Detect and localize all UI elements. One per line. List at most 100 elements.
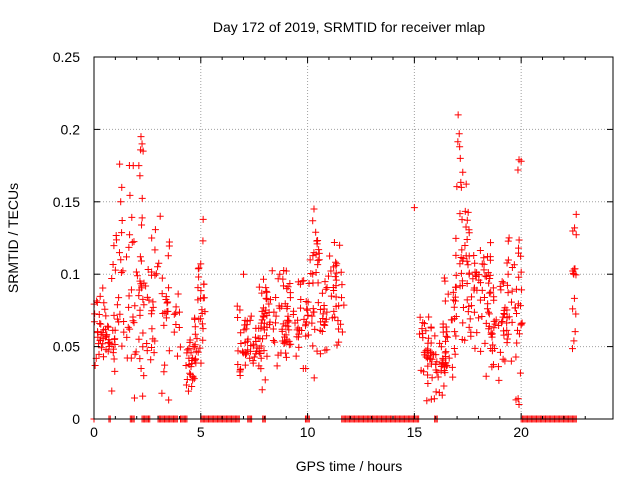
data-point — [438, 360, 446, 368]
data-point — [99, 335, 107, 343]
data-point — [176, 343, 184, 351]
data-point — [128, 213, 136, 221]
data-point — [99, 353, 107, 361]
data-point — [517, 157, 525, 165]
data-point — [194, 284, 202, 292]
data-point — [490, 293, 498, 301]
y-tick-label: 0 — [72, 411, 80, 427]
data-point — [427, 339, 435, 347]
data-point — [516, 369, 524, 377]
data-point — [116, 160, 124, 168]
data-point — [173, 352, 181, 360]
data-point — [442, 323, 450, 331]
data-point — [172, 303, 180, 311]
data-point — [152, 270, 160, 278]
data-point — [139, 147, 147, 155]
data-point — [249, 359, 257, 367]
data-point — [444, 290, 452, 298]
data-point — [424, 362, 432, 370]
data-point — [136, 172, 144, 180]
data-point — [515, 244, 523, 252]
data-point — [337, 268, 345, 276]
data-point — [459, 303, 467, 311]
data-point — [282, 353, 290, 361]
data-point — [262, 284, 270, 292]
data-point — [165, 238, 173, 246]
data-point — [452, 234, 460, 242]
data-point — [485, 279, 493, 287]
data-point — [504, 270, 512, 278]
data-point — [507, 357, 515, 365]
data-point — [333, 341, 341, 349]
data-point — [170, 310, 178, 318]
data-point — [332, 269, 340, 277]
data-point — [188, 360, 196, 368]
data-point — [109, 261, 117, 269]
data-point — [437, 343, 445, 351]
data-point — [151, 246, 159, 254]
data-point — [125, 292, 133, 300]
data-point — [421, 351, 429, 359]
data-point — [458, 335, 466, 343]
data-point — [451, 328, 459, 336]
data-point — [326, 252, 334, 260]
data-point — [463, 216, 471, 224]
data-point — [199, 325, 207, 333]
data-point — [487, 239, 495, 247]
data-point — [303, 305, 311, 313]
data-point — [280, 339, 288, 347]
data-point — [503, 335, 511, 343]
data-point — [449, 373, 457, 381]
data-point — [481, 272, 489, 280]
data-point — [265, 300, 273, 308]
data-point — [297, 296, 305, 304]
data-point — [444, 333, 452, 341]
data-point — [456, 210, 464, 218]
data-point — [516, 302, 524, 310]
data-point — [247, 312, 255, 320]
data-point — [458, 216, 466, 224]
data-point — [335, 338, 343, 346]
data-point — [117, 268, 125, 276]
data-point — [457, 183, 465, 191]
data-point — [442, 362, 450, 370]
data-point — [158, 290, 166, 298]
data-point — [423, 397, 431, 405]
data-point — [151, 226, 159, 234]
data-point — [571, 328, 579, 336]
data-point — [200, 280, 208, 288]
data-point — [485, 310, 493, 318]
data-point — [191, 315, 199, 323]
data-point — [424, 371, 432, 379]
data-point — [441, 353, 449, 361]
data-point — [274, 351, 282, 359]
data-point — [437, 367, 445, 375]
data-point — [501, 357, 509, 365]
data-point — [471, 259, 479, 267]
data-point — [467, 328, 475, 336]
data-point — [459, 257, 467, 265]
data-point — [514, 395, 522, 403]
data-point — [139, 343, 147, 351]
data-point — [297, 304, 305, 312]
data-point — [282, 331, 290, 339]
data-point — [234, 347, 242, 355]
data-point — [425, 334, 433, 342]
data-point — [424, 347, 432, 355]
data-point — [307, 269, 315, 277]
data-point — [260, 313, 268, 321]
data-point — [473, 269, 481, 277]
data-point — [241, 348, 249, 356]
data-point — [454, 111, 462, 119]
data-point — [462, 252, 470, 260]
data-point — [93, 298, 101, 306]
data-point — [312, 269, 320, 277]
data-point — [462, 223, 470, 231]
data-point — [327, 292, 335, 300]
data-point — [496, 282, 504, 290]
data-point — [156, 212, 164, 220]
data-point — [108, 340, 116, 348]
data-point — [480, 260, 488, 268]
data-point — [442, 337, 450, 345]
data-point — [110, 355, 118, 363]
